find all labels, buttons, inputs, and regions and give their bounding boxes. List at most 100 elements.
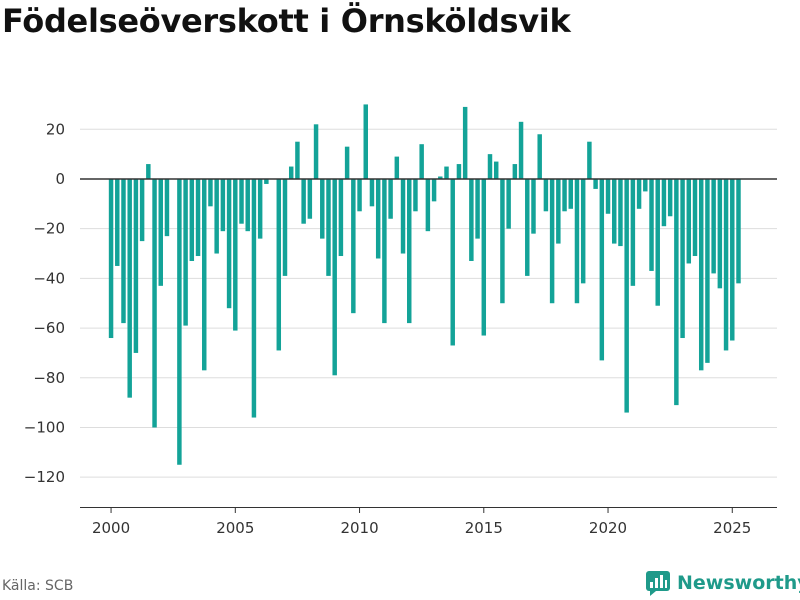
bar	[133, 178, 139, 353]
bar	[369, 178, 375, 207]
brand-logo[interactable]: Newsworthy	[645, 570, 800, 596]
y-tick-label: −120	[24, 468, 65, 486]
bar	[177, 178, 182, 465]
bar	[394, 156, 400, 179]
y-axis: 20 0 −20 −40 −60 −80 −100 −120	[24, 120, 65, 486]
bar	[562, 178, 567, 212]
chart-title: Födelseöverskott i Örnsköldsvik	[2, 2, 571, 40]
bar	[723, 178, 729, 351]
bar	[257, 178, 263, 239]
bar-series	[108, 104, 741, 465]
bar	[525, 178, 530, 276]
bar	[736, 178, 741, 284]
bar	[543, 178, 549, 212]
bar	[444, 166, 449, 179]
bar	[711, 178, 716, 274]
bar	[264, 178, 269, 184]
x-tick-label: 2010	[340, 519, 378, 537]
bar	[661, 178, 667, 227]
bar	[717, 178, 723, 289]
bar	[127, 178, 132, 398]
bar	[419, 144, 424, 179]
bar	[512, 164, 518, 179]
x-axis: 2000 2005 2010 2015 2020 2025	[80, 507, 777, 537]
bar	[214, 178, 219, 254]
bar	[276, 178, 282, 351]
bar	[158, 178, 163, 286]
y-tick-label: 0	[55, 170, 65, 188]
bar	[599, 178, 605, 361]
bar	[680, 178, 685, 339]
bar	[382, 178, 387, 324]
bar	[674, 178, 679, 406]
bar	[121, 178, 126, 324]
bar	[469, 178, 474, 261]
bar	[612, 178, 617, 244]
y-tick-label: −80	[33, 369, 65, 387]
bar	[326, 178, 331, 276]
x-tick-label: 2005	[216, 519, 254, 537]
bar	[537, 134, 542, 179]
y-tick-label: −20	[33, 220, 65, 238]
bar	[518, 121, 524, 179]
bar	[375, 178, 381, 259]
bar	[313, 124, 319, 179]
bar	[587, 141, 592, 179]
bar	[208, 178, 213, 207]
x-tick-label: 2015	[465, 519, 503, 537]
bar	[233, 178, 238, 331]
bar	[388, 178, 393, 219]
bar	[618, 178, 623, 247]
bar	[438, 176, 443, 179]
bar	[655, 178, 660, 306]
bar	[686, 178, 692, 264]
bar	[593, 178, 598, 189]
bar	[202, 178, 207, 371]
newsworthy-icon	[646, 571, 670, 596]
bar	[580, 178, 586, 284]
bar	[413, 178, 418, 212]
bar	[667, 178, 673, 217]
bar	[636, 178, 642, 209]
x-tick-label: 2000	[92, 519, 130, 537]
bar	[152, 178, 157, 428]
bar	[164, 178, 170, 237]
bar	[493, 161, 499, 179]
bar	[220, 178, 226, 232]
bar	[344, 146, 350, 179]
bar	[320, 178, 325, 239]
bar	[624, 178, 629, 413]
bar	[295, 141, 300, 179]
y-tick-label: −40	[33, 269, 65, 287]
y-tick-label: −60	[33, 319, 65, 337]
bar	[108, 178, 114, 339]
bar	[357, 178, 362, 212]
bar	[475, 178, 480, 239]
bar	[146, 164, 151, 179]
bar	[698, 178, 704, 371]
bar	[462, 106, 468, 179]
bar	[195, 178, 201, 257]
bar	[506, 178, 511, 229]
bar	[183, 178, 188, 326]
bar	[189, 178, 195, 261]
x-tick-label: 2020	[589, 519, 627, 537]
bar	[301, 178, 306, 224]
bar	[643, 178, 648, 192]
bar	[556, 178, 561, 244]
bar	[332, 178, 337, 376]
bar	[568, 178, 573, 209]
bar	[649, 178, 654, 271]
source-note: Källa: SCB	[2, 578, 74, 594]
y-tick-label: −100	[24, 418, 65, 436]
bar	[531, 178, 536, 234]
bar	[692, 178, 698, 257]
y-tick-label: 20	[46, 120, 65, 138]
bar	[407, 178, 412, 324]
bar	[630, 178, 636, 286]
bar	[226, 178, 232, 309]
x-tick-label: 2025	[713, 519, 751, 537]
bar	[500, 178, 505, 304]
bar	[338, 178, 344, 257]
